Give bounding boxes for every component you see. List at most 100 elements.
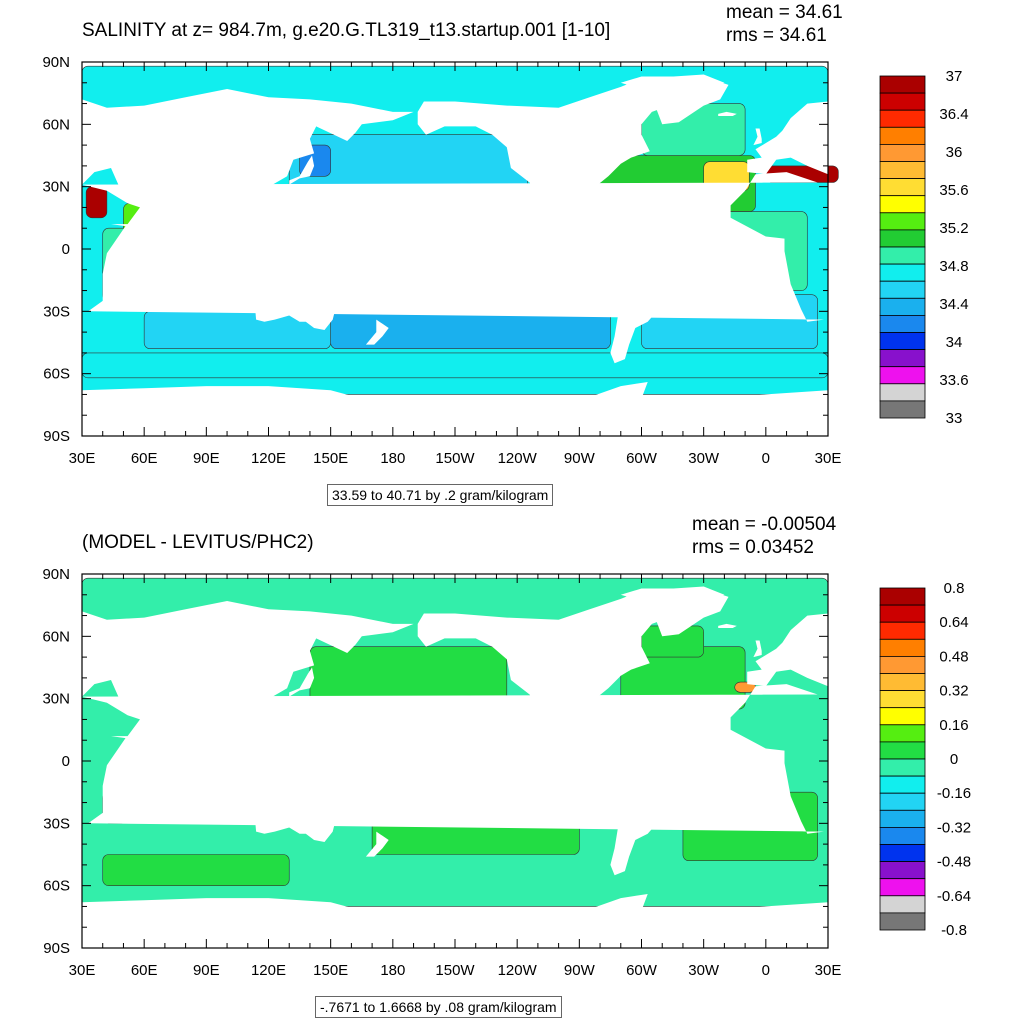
colorbar-swatch <box>879 621 926 640</box>
landmass-7 <box>82 382 828 436</box>
x-tick-label: 180 <box>380 450 405 467</box>
colorbar-label: 35.6 <box>939 182 968 199</box>
colorbar-swatch <box>879 792 926 811</box>
y-tick-label: 90N <box>42 54 70 71</box>
y-tick-label: 90S <box>43 428 70 445</box>
contour-caption: -.7671 to 1.6668 by .08 gram/kilogram <box>315 996 562 1018</box>
x-tick-label: 0 <box>762 450 770 467</box>
landmass-9 <box>291 251 331 270</box>
x-tick-label: 120W <box>498 450 538 467</box>
colorbar-label: -0.48 <box>937 854 971 871</box>
colorbar-swatch <box>879 383 926 402</box>
landmass-13 <box>365 319 389 345</box>
landmass-5 <box>254 783 337 842</box>
colorbar-swatch <box>879 638 926 657</box>
colorbar-swatch <box>879 195 926 214</box>
x-tick-label: 90E <box>193 962 220 979</box>
colorbar-label: 0.64 <box>939 614 968 631</box>
x-tick-label: 30E <box>69 962 96 979</box>
x-tick-label: 30E <box>815 962 842 979</box>
landmass-5 <box>254 271 337 330</box>
landmass-4 <box>598 226 694 364</box>
colorbar-swatch <box>879 895 926 914</box>
colorbar-label: 33.6 <box>939 372 968 389</box>
landmass-15 <box>718 111 737 116</box>
colorbar-swatch <box>879 861 926 880</box>
region-red-sea <box>85 186 108 219</box>
y-tick-label: 60S <box>43 366 70 383</box>
land <box>82 574 828 948</box>
landmass-4 <box>598 738 694 876</box>
region-southern-ocean-inner <box>81 352 829 379</box>
landmass-2 <box>747 613 828 687</box>
y-tick-label: 30N <box>42 179 70 196</box>
land <box>82 62 828 436</box>
colorbar-swatch <box>879 212 926 231</box>
colorbar-swatch <box>879 143 926 162</box>
colorbar-swatch <box>879 314 926 333</box>
y-tick-label: 0 <box>62 753 70 770</box>
x-tick-label: 90W <box>564 962 596 979</box>
landmass-13 <box>365 831 389 857</box>
colorbar-label: 35.2 <box>939 220 968 237</box>
x-tick-label: 120W <box>498 962 538 979</box>
x-tick-label: 30W <box>688 962 720 979</box>
landmass-14 <box>753 640 762 658</box>
landmass-1 <box>82 574 414 759</box>
landmass-10 <box>245 234 267 258</box>
colorbar-swatch <box>879 673 926 692</box>
x-tick-label: 150W <box>435 962 475 979</box>
salinity-panel: SALINITY at z= 984.7m, g.e20.G.TL319_t13… <box>42 2 969 506</box>
x-tick-label: 180 <box>380 962 405 979</box>
y-tick-label: 60N <box>42 116 70 133</box>
landmass-6 <box>620 588 729 637</box>
colorbar-label: -0.8 <box>941 922 967 939</box>
colorbar-swatch <box>879 178 926 197</box>
rms-stat: rms = 0.03452 <box>692 537 814 558</box>
x-tick-label: 120E <box>251 962 286 979</box>
landmass-8 <box>111 273 124 301</box>
chart-title: (MODEL - LEVITUS/PHC2) <box>82 532 314 553</box>
landmass-12 <box>289 155 315 185</box>
x-tick-label: 120E <box>251 450 286 467</box>
colorbar-label: 0.8 <box>944 580 965 597</box>
colorbar: 37 36.4 36 35.6 35.2 34.8 34.4 34 33.6 33 <box>879 68 969 427</box>
x-tick-label: 30W <box>688 450 720 467</box>
colorbar-swatch <box>879 690 926 709</box>
difference-panel: (MODEL - LEVITUS/PHC2) mean = -0.00504 r… <box>0 512 1024 1024</box>
region-southern-indian-pos <box>102 854 290 886</box>
y-tick-label: 30S <box>43 303 70 320</box>
chart-title: SALINITY at z= 984.7m, g.e20.G.TL319_t13… <box>82 20 611 41</box>
x-tick-label: 90W <box>564 450 596 467</box>
y-tick-label: 60N <box>42 628 70 645</box>
colorbar-swatch <box>879 75 926 94</box>
colorbar-label: 37 <box>946 68 963 85</box>
y-tick-label: 60S <box>43 878 70 895</box>
landmass-11 <box>216 238 240 262</box>
y-tick-label: 90S <box>43 940 70 957</box>
landmass-12 <box>289 667 315 697</box>
colorbar: 0.8 0.64 0.48 0.32 0.16 0 -0.16 -0.32 -0.48 -0.64… <box>879 580 971 939</box>
y-tick-label: 30S <box>43 815 70 832</box>
colorbar-swatch <box>879 161 926 180</box>
colorbar-swatch <box>879 826 926 845</box>
rms-stat: rms = 34.61 <box>726 25 827 46</box>
colorbar-swatch <box>879 92 926 111</box>
x-tick-label: 150E <box>313 962 348 979</box>
colorbar-label: 0.16 <box>939 717 968 734</box>
colorbar-label: 0 <box>950 751 958 768</box>
colorbar-swatch <box>879 126 926 145</box>
colorbar-swatch <box>879 229 926 248</box>
x-tick-label: 60E <box>131 962 158 979</box>
colorbar-swatch <box>879 912 926 931</box>
landmass-3 <box>417 586 725 745</box>
x-tick-label: 30E <box>815 450 842 467</box>
colorbar-label: -0.32 <box>937 819 971 836</box>
colorbar-swatch <box>879 844 926 863</box>
mean-stat: mean = 34.61 <box>726 2 843 23</box>
x-tick-label: 150E <box>313 450 348 467</box>
colorbar-label: 0.32 <box>939 683 968 700</box>
colorbar-label: 34.4 <box>939 296 968 313</box>
x-tick-label: 60E <box>131 450 158 467</box>
contour-caption: 33.59 to 40.71 by .2 gram/kilogram <box>327 484 554 506</box>
